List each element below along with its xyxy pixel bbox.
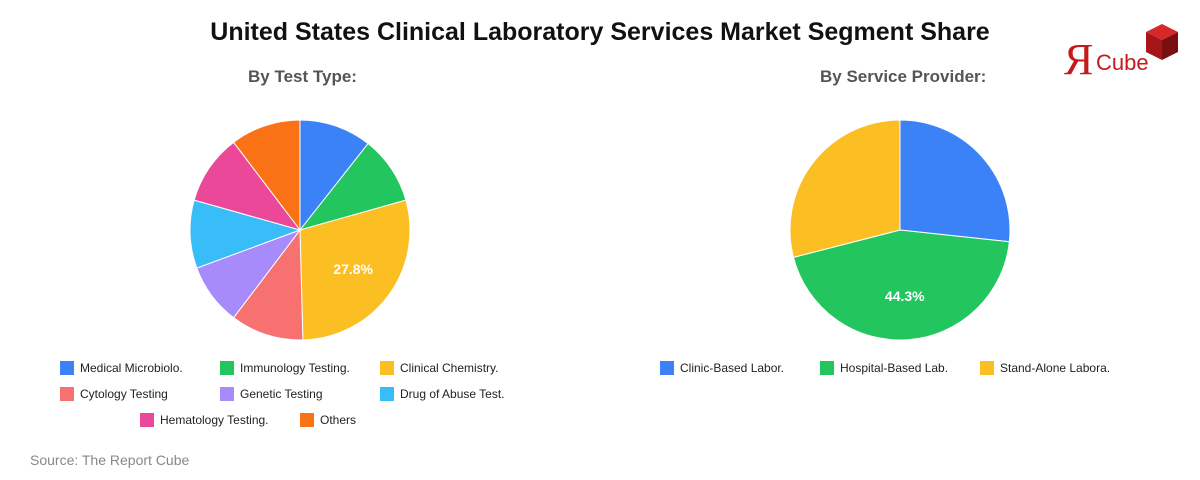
pie-left-legend-item-6-label: Hematology Testing. [160,413,269,427]
pie-left-slice-3 [232,228,304,341]
pie-left-legend-item-4-swatch [220,387,234,401]
pie-left-legend-item-2-swatch [380,361,394,375]
pie-right-subtitle: By Service Provider: [820,67,987,86]
pie-left-subtitle: By Test Type: [248,67,357,86]
pie-right-legend-item-1: Hospital-Based Lab. [820,361,948,375]
pie-left-slice-0 [299,119,369,232]
pie-left-slice-6 [193,141,302,231]
source-note: Source: The Report Cube [30,452,190,468]
report-cube-logo: Я Cube [1060,22,1184,84]
pie-left-slice-2 [299,199,411,341]
pie-left-legend-item-3-swatch [60,387,74,401]
pie-left-legend-item-0-swatch [60,361,74,375]
pie-left-legend-item-0-label: Medical Microbiolo. [80,361,183,375]
pie-left-slice-7 [232,119,301,232]
pie-right-legend-item-0-label: Clinic-Based Labor. [680,361,785,375]
pie-left-legend-item-5-swatch [380,387,394,401]
pie-left-legend-item-7-label: Others [320,413,357,427]
pie-left-legend-item-6: Hematology Testing. [140,413,269,427]
pie-right-slice-2 [789,119,901,258]
pie-left-legend-item-3: Cytology Testing [60,387,168,401]
pie-right-legend-item-2-swatch [980,361,994,375]
pie-left-legend-item-7-swatch [300,413,314,427]
pie-right-legend-item-2-label: Stand-Alone Labora. [1000,361,1111,375]
pie-left-legend-item-7: Others [300,413,356,427]
pie-right-legend-item-0: Clinic-Based Labor. [660,361,784,375]
pie-right-legend-item-0-swatch [660,361,674,375]
chart-title: United States Clinical Laboratory Servic… [210,18,990,46]
pie-left-legend-item-4: Genetic Testing [220,387,323,401]
pie-right-slice-1 [792,229,1010,341]
pie-right-data-label-1: 44.3% [885,288,925,304]
pie-right-legend-item-1-swatch [820,361,834,375]
pie-left-legend-item-1: Immunology Testing. [220,361,350,375]
pie-left-legend-item-1-label: Immunology Testing. [240,361,350,375]
pie-left-legend-item-5: Drug of Abuse Test. [380,387,505,401]
pie-right-legend-item-1-label: Hospital-Based Lab. [840,361,949,375]
pie-left-data-label-2: 27.8% [333,261,373,277]
pie-left-legend-item-6-swatch [140,413,154,427]
pie-right-legend-item-2: Stand-Alone Labora. [980,361,1110,375]
pie-left-legend-item-1-swatch [220,361,234,375]
pie-left-legend-item-0: Medical Microbiolo. [60,361,183,375]
pie-left-legend-item-4-label: Genetic Testing [240,387,323,401]
pie-left-legend-item-3-label: Cytology Testing [80,387,168,401]
pie-left-legend-item-2: Clinical Chemistry. [380,361,498,375]
pie-left-legend-item-5-label: Drug of Abuse Test. [400,387,505,401]
pie-right-slice-0 [899,119,1011,243]
pie-left-legend-item-2-label: Clinical Chemistry. [400,361,499,375]
